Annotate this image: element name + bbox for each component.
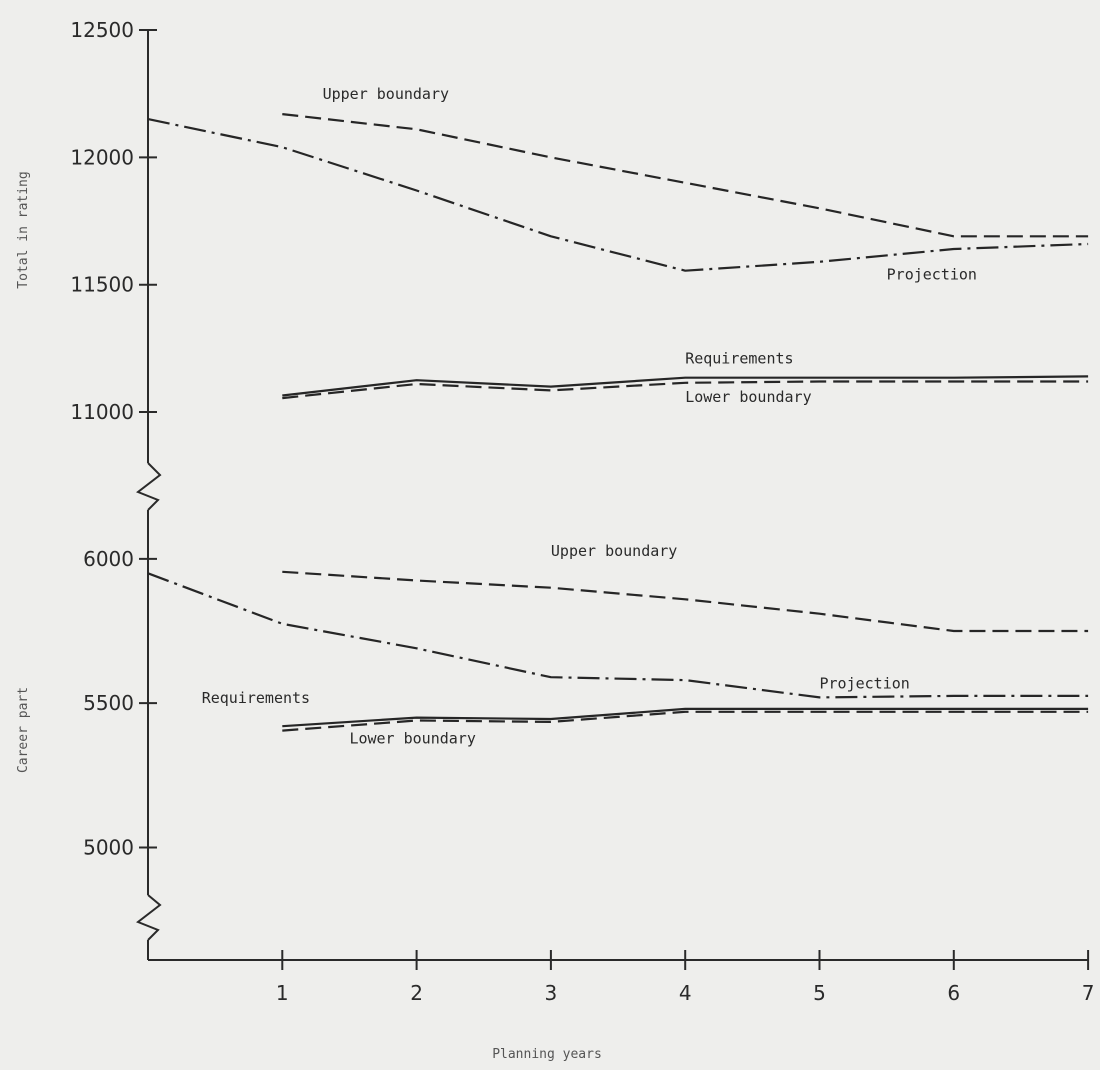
series-annotation: Requirements (685, 350, 793, 368)
series-line-projection (147, 118, 1089, 272)
series-annotation: Upper boundary (323, 85, 449, 103)
series-annotation: Lower boundary (349, 730, 475, 748)
x-tick-label: 6 (947, 981, 960, 1005)
series-line-projection (147, 572, 1089, 699)
x-tick-label: 2 (410, 981, 423, 1005)
ticks (139, 29, 1090, 970)
x-tick-label: 7 (1082, 981, 1095, 1005)
y-tick-label: 12000 (70, 145, 134, 169)
series-line-lower-boundary (282, 710, 1089, 732)
series-line-upper-boundary (282, 570, 1089, 633)
y-axis-title: Total in rating (16, 171, 31, 288)
x-tick-label: 4 (679, 981, 692, 1005)
series-annotation: Projection (887, 266, 977, 284)
y-tick-label: 12500 (70, 18, 134, 42)
x-tick-label: 5 (813, 981, 826, 1005)
labels: 11000 11500 12000 12500 5000 5500 6000 1 2 3 4 5 6 7 U… (16, 18, 1094, 1062)
axis-break-upper (136, 462, 162, 511)
y-tick-label: 5000 (83, 835, 134, 859)
x-tick-label: 3 (545, 981, 558, 1005)
y-tick-label: 6000 (83, 547, 134, 571)
series-annotation: Requirements (202, 689, 310, 707)
series-line-requirements (282, 707, 1089, 728)
series-annotation: Lower boundary (685, 388, 811, 406)
series-annotation: Projection (820, 675, 910, 693)
x-axis-title: Planning years (492, 1047, 602, 1062)
y-tick-label: 5500 (83, 691, 134, 715)
series-line-requirements (282, 375, 1089, 397)
y-tick-label: 11500 (70, 273, 134, 297)
series-line-lower-boundary (282, 380, 1089, 400)
series-line-upper-boundary (282, 113, 1089, 238)
x-tick-label: 1 (276, 981, 289, 1005)
series-lines (147, 113, 1089, 732)
y-axis-title: Career part (16, 687, 31, 773)
y-tick-label: 11000 (70, 400, 134, 424)
axis-break-lower (136, 894, 162, 941)
series-annotation: Upper boundary (551, 542, 677, 560)
